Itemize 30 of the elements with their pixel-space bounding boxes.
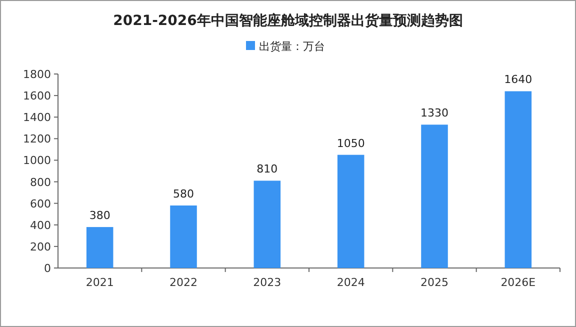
bar <box>86 227 114 268</box>
x-tick-label: 2023 <box>253 276 282 289</box>
x-tick-label: 2022 <box>170 276 198 289</box>
y-tick-label: 400 <box>30 218 51 232</box>
data-label: 1050 <box>336 136 365 150</box>
data-label: 580 <box>173 187 194 200</box>
y-tick-label: 1400 <box>23 111 51 124</box>
bar <box>337 154 364 268</box>
data-label: 1330 <box>420 106 448 120</box>
y-tick-label: 1200 <box>23 132 51 146</box>
bar <box>421 124 448 268</box>
chart-title: 2021-2026年中国智能座舱域控制器出货量预测趋势图 <box>113 12 463 29</box>
x-tick-label: 2025 <box>420 276 448 289</box>
bar <box>254 180 281 268</box>
y-tick-label: 0 <box>44 262 51 275</box>
y-tick-label: 200 <box>30 240 51 254</box>
y-tick-label: 1600 <box>23 90 51 103</box>
y-tick-label: 1000 <box>23 154 51 168</box>
data-label: 810 <box>256 162 278 176</box>
x-tick-label: 2026E <box>500 276 536 289</box>
y-tick-label: 600 <box>30 197 51 210</box>
data-label: 1640 <box>504 73 532 86</box>
x-tick-label: 2021 <box>86 276 114 289</box>
bar <box>170 205 197 268</box>
y-tick-label: 1800 <box>23 68 51 81</box>
bar <box>504 91 532 268</box>
y-tick-label: 800 <box>30 176 51 189</box>
legend-label: 出货量：万台 <box>259 40 325 53</box>
x-tick-label: 2024 <box>336 276 365 289</box>
data-label: 380 <box>89 209 110 222</box>
